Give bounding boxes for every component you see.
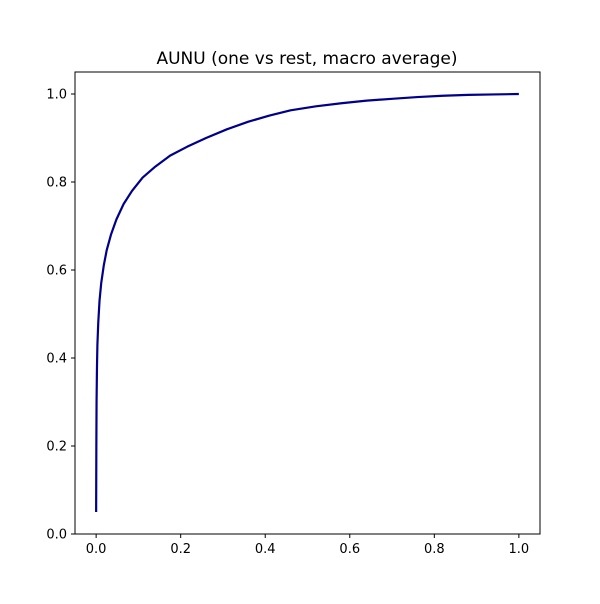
series-line-0 bbox=[95, 92, 519, 513]
y-tick-label: 0.2 bbox=[46, 440, 67, 455]
x-tick-label: 0.2 bbox=[170, 542, 191, 557]
y-tick-label: 0.8 bbox=[46, 176, 67, 191]
y-tick-label: 1.0 bbox=[46, 88, 67, 103]
chart-title: AUNU (one vs rest, macro average) bbox=[156, 49, 457, 69]
y-tick-label: 0.4 bbox=[46, 352, 67, 367]
x-tick-label: 0.8 bbox=[424, 542, 445, 557]
y-tick-label: 0.6 bbox=[46, 264, 67, 279]
x-tick-label: 1.0 bbox=[509, 542, 530, 557]
axes-frame bbox=[74, 71, 541, 535]
x-tick-label: 0.0 bbox=[86, 542, 107, 557]
plot-area: 0.0 0.2 0.4 0.6 0.8 1.0 0.0 0.2 0.4 0.6 0.8 1.0 bbox=[46, 71, 541, 557]
x-tick-label: 0.6 bbox=[339, 542, 360, 557]
y-tick-label: 0.0 bbox=[46, 528, 67, 543]
x-tick-label: 0.4 bbox=[255, 542, 276, 557]
